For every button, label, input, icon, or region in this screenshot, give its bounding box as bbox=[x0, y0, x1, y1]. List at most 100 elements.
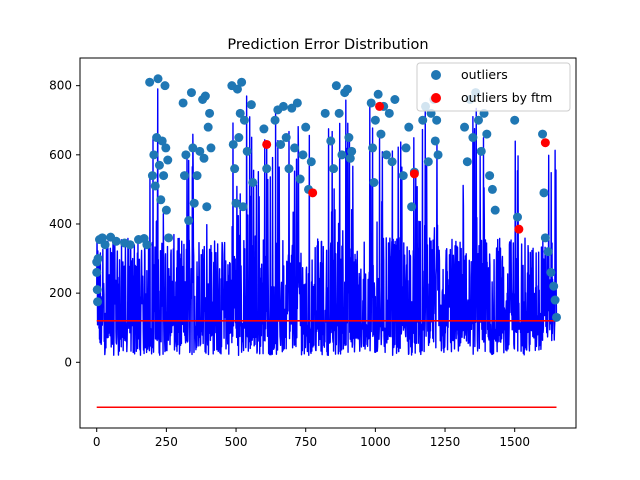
outlier-point bbox=[295, 174, 305, 184]
outlier-point bbox=[468, 133, 478, 143]
outlier-point bbox=[160, 81, 170, 91]
y-tick-label: 200 bbox=[49, 286, 72, 300]
outlier-point bbox=[246, 100, 256, 110]
x-tick-label: 750 bbox=[294, 435, 317, 449]
outlier-point bbox=[142, 240, 152, 250]
outlier-point bbox=[205, 108, 215, 118]
outlier-point bbox=[476, 146, 486, 156]
outlier-point bbox=[231, 198, 241, 208]
outlier-point bbox=[228, 139, 238, 149]
x-tick-label: 250 bbox=[155, 435, 178, 449]
outlier-point bbox=[540, 233, 550, 243]
outlier-point bbox=[156, 195, 166, 205]
outlier-point bbox=[423, 157, 433, 167]
legend-label-outliers: outliers bbox=[461, 67, 508, 82]
outlier-point bbox=[150, 181, 160, 191]
outlier-point bbox=[237, 77, 247, 87]
outlier-point bbox=[178, 98, 188, 108]
outlier-point bbox=[259, 124, 269, 134]
chart-title: Prediction Error Distribution bbox=[227, 37, 428, 53]
outlier-point bbox=[93, 297, 103, 307]
x-tick-label: 0 bbox=[93, 435, 101, 449]
ftm-outlier-point bbox=[308, 188, 318, 198]
outlier-point bbox=[382, 150, 392, 160]
outlier-point bbox=[550, 295, 560, 305]
outlier-point bbox=[281, 133, 291, 143]
axes-frame bbox=[79, 57, 577, 429]
outlier-point bbox=[368, 143, 378, 153]
outlier-point bbox=[161, 143, 171, 153]
outlier-point bbox=[235, 108, 245, 118]
outlier-point bbox=[145, 77, 155, 87]
outlier-point bbox=[387, 157, 397, 167]
outlier-point bbox=[278, 101, 288, 111]
outlier-point bbox=[337, 150, 347, 160]
outlier-point bbox=[546, 267, 556, 277]
y-tick-label: 600 bbox=[49, 148, 72, 162]
outlier-point bbox=[401, 143, 411, 153]
outlier-point bbox=[490, 205, 500, 215]
outlier-point bbox=[202, 202, 212, 212]
outlier-point bbox=[262, 164, 272, 174]
outlier-point bbox=[238, 202, 248, 212]
outlier-point bbox=[370, 115, 380, 125]
outlier-point bbox=[92, 267, 102, 277]
outlier-point bbox=[430, 136, 440, 146]
outlier-point bbox=[347, 146, 357, 156]
y-tick-label: 0 bbox=[64, 355, 72, 369]
outlier-point bbox=[512, 212, 522, 222]
x-tick-label: 1250 bbox=[430, 435, 461, 449]
legend: outliers outliers by ftm bbox=[416, 62, 571, 112]
outlier-point bbox=[248, 177, 258, 187]
outlier-point bbox=[538, 129, 548, 139]
outlier-point bbox=[487, 184, 497, 194]
outlier-point bbox=[407, 202, 417, 212]
outlier-point bbox=[189, 198, 199, 208]
outlier-point bbox=[199, 153, 209, 163]
outlier-point bbox=[329, 164, 339, 174]
outlier-point bbox=[473, 115, 483, 125]
outlier-point bbox=[234, 133, 244, 143]
outlier-point bbox=[203, 122, 213, 132]
outlier-point bbox=[92, 285, 102, 295]
outlier-point bbox=[292, 98, 302, 108]
outlier-point bbox=[404, 122, 414, 132]
outlier-point bbox=[188, 143, 198, 153]
outlier-point bbox=[510, 115, 520, 125]
outlier-point bbox=[369, 177, 379, 187]
outlier-point bbox=[366, 98, 376, 108]
outlier-point bbox=[551, 312, 561, 322]
y-tick-label: 400 bbox=[49, 217, 72, 231]
x-tick-label: 1000 bbox=[360, 435, 391, 449]
outlier-point bbox=[373, 89, 383, 99]
outlier-point bbox=[549, 281, 559, 291]
outlier-point bbox=[290, 143, 300, 153]
outlier-point bbox=[111, 236, 121, 246]
outlier-point bbox=[390, 94, 400, 104]
x-tick-label: 1500 bbox=[499, 435, 530, 449]
outlier-point bbox=[153, 74, 163, 84]
outlier-point bbox=[331, 81, 341, 91]
outlier-point bbox=[164, 233, 174, 243]
ftm-outlier-point bbox=[514, 224, 524, 234]
outlier-point bbox=[344, 133, 354, 143]
axis-ticks: 0 250 500 750 1000 1250 1500 0 200 400 600 800 bbox=[49, 79, 530, 449]
ftm-outlier-point bbox=[262, 139, 272, 149]
legend-box bbox=[416, 62, 571, 112]
outlier-point bbox=[276, 139, 286, 149]
outlier-point bbox=[384, 108, 394, 118]
outlier-point bbox=[284, 164, 294, 174]
outlier-point bbox=[93, 254, 103, 264]
ftm-outlier-point bbox=[540, 138, 550, 148]
outlier-point bbox=[343, 84, 353, 94]
outlier-point bbox=[418, 115, 428, 125]
legend-marker-outliers bbox=[431, 70, 441, 80]
outlier-point bbox=[301, 122, 311, 132]
outlier-point bbox=[154, 160, 164, 170]
outlier-point bbox=[181, 150, 191, 160]
outlier-point bbox=[161, 205, 171, 215]
outlier-point bbox=[345, 153, 355, 163]
outlier-point bbox=[306, 157, 316, 167]
outlier-point bbox=[147, 171, 157, 181]
